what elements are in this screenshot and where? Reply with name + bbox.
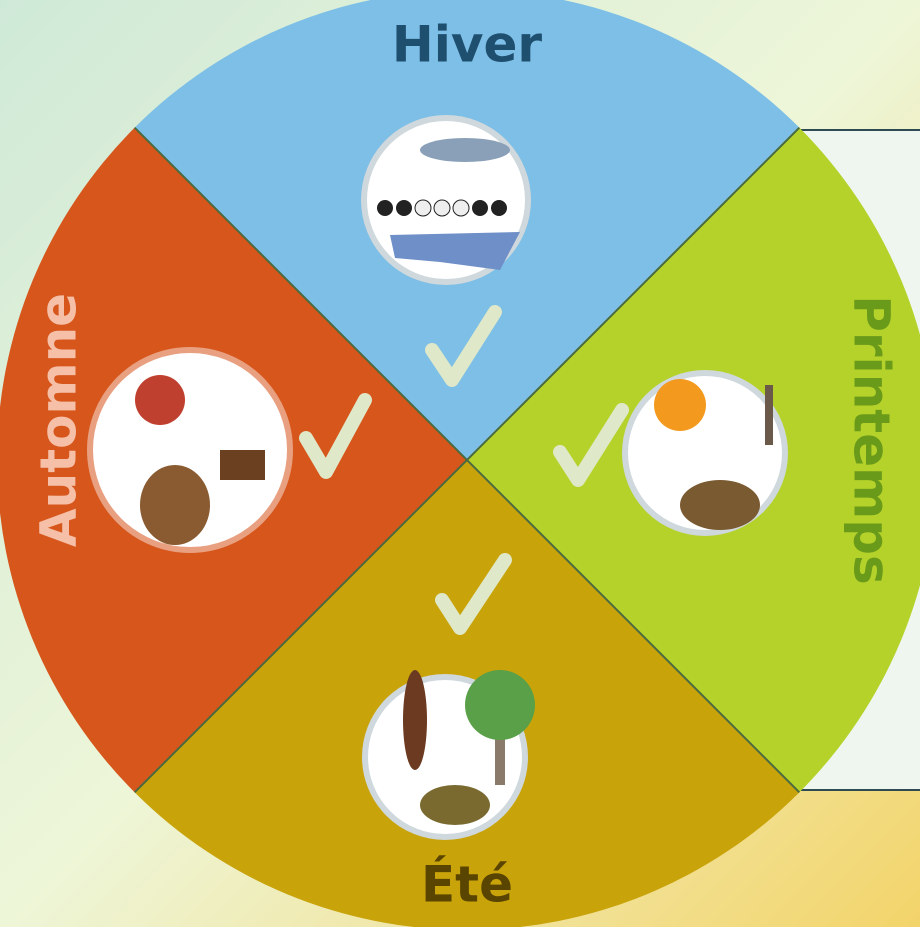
frog-icon (420, 785, 490, 825)
season-label: Hiver (392, 16, 542, 74)
season-wheel: Hiver Printemps Été Automne (0, 0, 920, 927)
fish-icon (420, 138, 510, 162)
sun-icon (654, 379, 706, 431)
tree-icon (765, 385, 773, 445)
season-label: Été (421, 855, 513, 914)
beaver-icon (140, 465, 210, 545)
berries-icon (135, 375, 185, 425)
season-label: Printemps (843, 295, 901, 585)
nest-icon (680, 480, 760, 530)
season-label: Automne (30, 293, 88, 547)
moose-icon (220, 450, 265, 480)
page: Hiver Printemps Été Automne (() => { con… (0, 0, 920, 927)
feather-icon (403, 670, 427, 770)
tree-crown (465, 670, 535, 740)
